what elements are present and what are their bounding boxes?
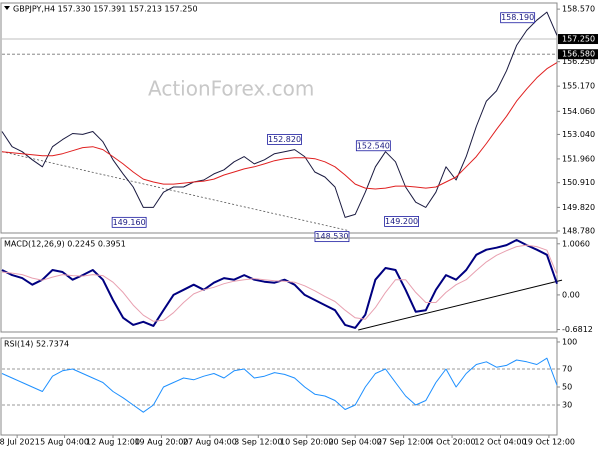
y-tick-label: 156.250 xyxy=(562,57,595,66)
y-tick-label: 70 xyxy=(562,364,572,373)
annotation-label: 152.540 xyxy=(357,141,390,150)
y-tick-label: 148.780 xyxy=(562,226,595,235)
y-tick-label: 151.960 xyxy=(562,154,595,163)
y-tick-label: 155.170 xyxy=(562,82,595,91)
x-tick-label: 27 Sep 12:00 xyxy=(377,438,430,447)
annotation-label: 149.160 xyxy=(113,218,146,227)
x-tick-label: 12 Oct 04:00 xyxy=(474,438,526,447)
y-tick-label: 153.040 xyxy=(562,130,595,139)
y-tick-label: 0.00 xyxy=(562,290,580,299)
annotation-box xyxy=(355,140,391,152)
series-line xyxy=(1,11,558,218)
y-tick-label: 30 xyxy=(562,401,572,410)
x-tick-label: 10 Sep 20:00 xyxy=(280,438,333,447)
x-tick-label: 5 Aug 04:00 xyxy=(40,438,89,447)
y-tick-label: -0.6812 xyxy=(562,325,593,334)
x-tick-label: 28 Jul 2021 xyxy=(0,438,40,447)
price-box xyxy=(558,34,598,45)
watermark: ActionForex.com xyxy=(148,77,314,101)
y-tick-label: 158.570 xyxy=(562,5,595,14)
annotation-label: 149.200 xyxy=(385,217,418,226)
series-line xyxy=(1,62,558,190)
y-tick-label: 50 xyxy=(562,382,572,391)
x-tick-label: 27 Aug 04:00 xyxy=(183,438,237,447)
annotation-box xyxy=(314,231,350,243)
annotation-box xyxy=(500,12,536,24)
trendline xyxy=(1,151,349,231)
price-box xyxy=(558,49,598,60)
x-tick-label: 12 Aug 12:00 xyxy=(86,438,140,447)
series-line xyxy=(1,357,558,413)
y-tick-label: 1.0060 xyxy=(562,239,590,248)
panel-frame xyxy=(0,237,558,333)
x-tick-label: 3 Sep 12:00 xyxy=(234,438,282,447)
y-tick-label: 154.060 xyxy=(562,107,595,116)
x-tick-label: 19 Aug 20:00 xyxy=(134,438,188,447)
price-box-label: 157.250 xyxy=(562,35,595,44)
x-tick-label: 20 Sep 04:00 xyxy=(328,438,381,447)
annotation-label: 158.190 xyxy=(501,13,534,22)
annotation-box xyxy=(111,216,147,228)
annotation-box xyxy=(267,134,302,145)
annotation-box xyxy=(384,216,420,227)
y-tick-label: 150.910 xyxy=(562,178,595,187)
annotation-label: 148.530 xyxy=(315,232,348,241)
y-tick-label: 100 xyxy=(562,337,577,346)
panel-title: GBPJPY,H4 157.330 157.391 157.213 157.25… xyxy=(13,5,198,14)
y-tick-label: 149.820 xyxy=(562,203,595,212)
x-tick-label: 4 Oct 20:00 xyxy=(429,438,476,447)
panel-frame xyxy=(0,2,558,234)
series-line xyxy=(1,244,558,322)
menu-arrow xyxy=(4,6,10,10)
panel-title: RSI(14) 52.7374 xyxy=(4,340,69,349)
annotation-label: 152.820 xyxy=(268,135,301,144)
x-tick-label: 19 Oct 12:00 xyxy=(523,438,575,447)
panel-title: MACD(12,26,9) 0.2245 0.3951 xyxy=(4,240,126,249)
trendline xyxy=(358,279,563,331)
price-box-label: 156.580 xyxy=(562,50,595,59)
